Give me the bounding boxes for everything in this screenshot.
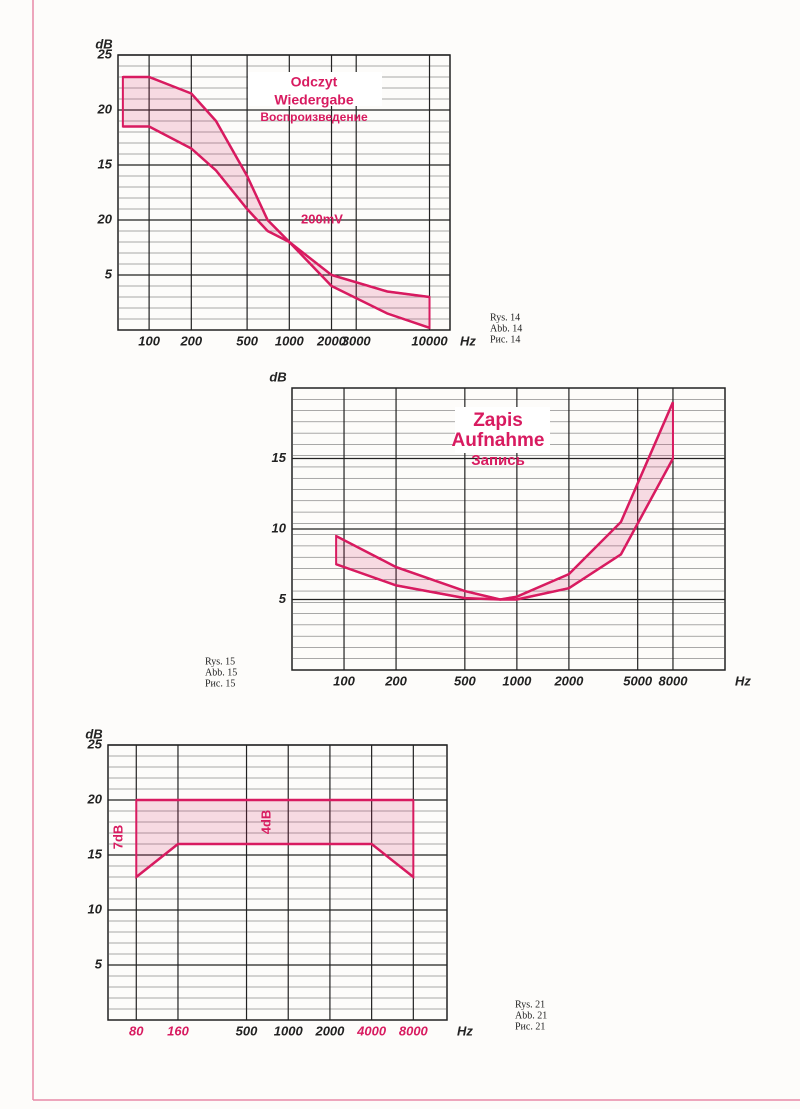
band-edge (122, 75, 430, 299)
band-edge (122, 125, 430, 329)
y-tick-label: 10 (272, 520, 287, 535)
y-tick-label: 15 (272, 450, 287, 465)
x-tick-label: 200 (179, 333, 202, 348)
x-axis-label: Hz (735, 673, 751, 688)
y-tick-label: 20 (97, 211, 113, 226)
x-tick-label: 500 (236, 1023, 258, 1038)
figure-caption: Abb. 21 (515, 1010, 547, 1021)
band-edge (335, 457, 675, 601)
figure-caption: Rys. 15 (205, 656, 235, 667)
y-tick-label: 15 (98, 156, 113, 171)
figure-caption: Рис. 14 (490, 334, 520, 345)
x-tick-label: 10000 (411, 333, 448, 348)
annotation: Воспроизведение (260, 110, 368, 124)
band-edge (135, 842, 415, 878)
x-tick-label: 8000 (399, 1023, 429, 1038)
figure-caption: Abb. 14 (490, 323, 522, 334)
y-tick-label: 25 (97, 46, 113, 61)
x-tick-label: 160 (167, 1023, 189, 1038)
x-tick-label: 1000 (275, 333, 305, 348)
x-tick-label: 2000 (316, 333, 347, 348)
x-tick-label: 2000 (314, 1023, 345, 1038)
x-tick-label: 200 (384, 673, 407, 688)
x-tick-label: 100 (138, 333, 160, 348)
figure-caption: Rys. 14 (490, 312, 520, 323)
y-tick-label: 5 (279, 591, 287, 606)
band-edge (335, 401, 675, 601)
label-box (455, 407, 550, 453)
x-tick-label: 500 (236, 333, 258, 348)
x-tick-label: 2000 (553, 673, 584, 688)
x-tick-label: 500 (454, 673, 476, 688)
figure-caption: Рис. 21 (515, 1021, 545, 1032)
y-tick-label: 25 (87, 736, 103, 751)
x-tick-label: 1000 (274, 1023, 304, 1038)
x-tick-label: 80 (129, 1023, 144, 1038)
y-tick-label: 10 (88, 901, 103, 916)
y-axis-label: dB (269, 369, 286, 384)
y-tick-label: 5 (95, 956, 103, 971)
x-axis-label: Hz (460, 333, 476, 348)
annotation: Запись (471, 452, 525, 469)
annotation: 200mV (301, 211, 343, 226)
x-tick-label: 100 (333, 673, 355, 688)
x-tick-label: 8000 (659, 673, 689, 688)
y-tick-label: 15 (88, 846, 103, 861)
annotation: 4dB (258, 810, 273, 835)
figure-caption: Abb. 15 (205, 667, 237, 678)
annotation: Wiedergabe (274, 92, 353, 108)
y-axis-label: dB (95, 36, 112, 51)
y-tick-label: 5 (105, 266, 113, 281)
figure-caption: Rys. 21 (515, 999, 545, 1010)
x-tick-label: 4000 (356, 1023, 387, 1038)
x-axis-label: Hz (457, 1023, 473, 1038)
x-tick-label: 3000 (342, 333, 372, 348)
y-tick-label: 20 (87, 791, 103, 806)
label-box (248, 72, 382, 106)
annotation: 7dB (110, 825, 125, 850)
x-tick-label: 1000 (502, 673, 532, 688)
annotation: Aufnahme (452, 430, 545, 451)
y-axis-label: dB (85, 726, 102, 741)
annotation: Odczyt (291, 74, 338, 90)
y-tick-label: 20 (97, 101, 113, 116)
annotation: Zapis (473, 410, 523, 431)
figure-caption: Рис. 15 (205, 678, 235, 689)
x-tick-label: 5000 (623, 673, 653, 688)
